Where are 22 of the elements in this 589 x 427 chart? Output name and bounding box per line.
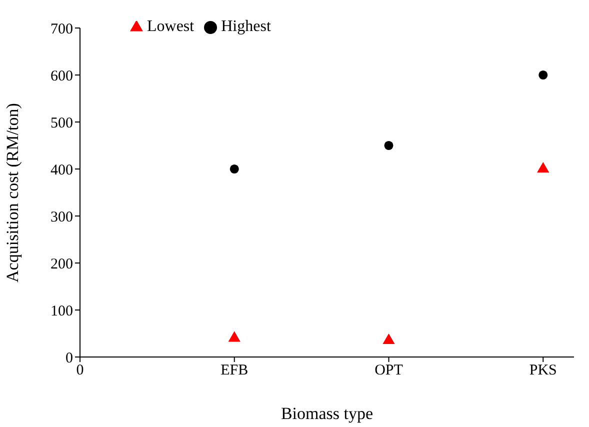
y-tick-label: 0 bbox=[66, 350, 73, 366]
legend-label: Lowest bbox=[147, 18, 194, 35]
y-tick-label: 200 bbox=[50, 256, 73, 272]
point bbox=[228, 331, 240, 342]
point bbox=[538, 70, 548, 80]
y-tick-label: 600 bbox=[50, 68, 73, 84]
y-tick-label: 500 bbox=[50, 115, 73, 132]
legend-label: Highest bbox=[221, 18, 271, 35]
x-tick-label: OPT bbox=[374, 362, 403, 379]
y-tick-label: 300 bbox=[50, 209, 73, 226]
x-tick-label: EFB bbox=[220, 362, 248, 379]
point bbox=[382, 334, 395, 344]
point bbox=[384, 140, 394, 150]
point bbox=[537, 162, 550, 173]
y-axis-title: Acquisition cost (RM/ton) bbox=[3, 103, 22, 282]
x-tick-label: 0 bbox=[76, 362, 84, 379]
y-tick-label: 100 bbox=[50, 303, 73, 320]
y-tick-label: 700 bbox=[50, 21, 73, 38]
x-axis-title: Biomass type bbox=[280, 404, 374, 423]
x-tick-label: PKS bbox=[529, 362, 557, 379]
y-tick-label: 400 bbox=[50, 162, 73, 178]
point bbox=[230, 164, 239, 174]
